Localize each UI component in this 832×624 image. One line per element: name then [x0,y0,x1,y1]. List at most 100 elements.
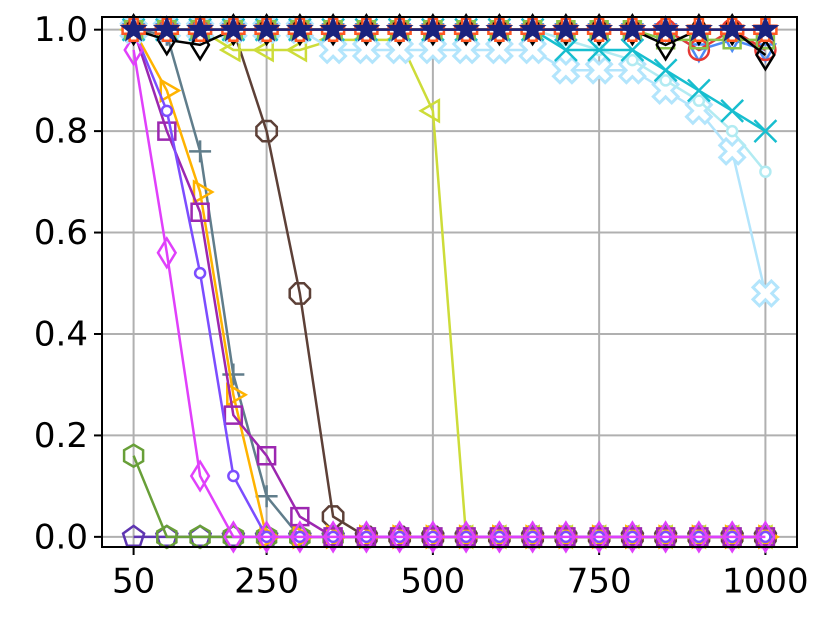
marker [489,520,510,554]
y-tick-label: 0.8 [34,112,88,152]
marker [190,202,210,222]
marker [156,236,178,270]
marker [485,15,514,42]
x-tick-label: 250 [234,562,299,602]
marker [356,520,377,554]
line [132,29,766,539]
marker [551,55,581,85]
marker [255,485,278,508]
marker [759,165,772,178]
marker [720,98,745,123]
series [119,15,780,308]
marker [725,124,739,138]
marker [152,15,181,42]
x-tick-label: 500 [400,562,465,602]
marker [256,445,277,466]
marker [455,520,477,554]
marker [251,37,274,63]
marker [122,443,145,469]
marker [692,94,706,107]
marker [160,104,174,118]
marker [385,15,414,42]
marker [192,179,215,205]
line [132,29,766,539]
line [132,29,766,539]
marker [687,78,711,103]
marker [189,140,212,163]
marker [684,14,713,42]
y-tick-label: 0.2 [34,416,88,456]
marker [418,15,447,42]
marker [753,119,778,143]
marker [189,459,211,493]
marker [755,38,776,72]
marker [422,520,444,554]
line [133,28,767,294]
marker [226,382,249,408]
marker [653,58,678,83]
line [133,28,766,539]
marker [123,33,144,67]
line [133,28,766,539]
series [123,33,776,554]
marker [585,15,614,42]
line [132,49,766,539]
line [132,455,766,539]
marker [618,15,647,42]
marker [288,281,312,305]
marker [418,98,441,124]
marker [389,520,410,554]
marker [322,520,344,554]
marker [218,37,241,63]
x-tick-label: 50 [112,562,155,602]
marker [688,520,710,554]
marker [285,37,308,63]
marker [622,520,643,554]
marker [651,15,680,42]
marker [352,15,381,42]
marker [584,55,614,85]
marker [452,15,481,42]
marker [751,15,780,42]
marker [223,405,244,425]
marker [588,520,610,554]
marker [717,136,747,166]
marker [289,520,311,554]
marker [750,278,780,308]
marker [721,520,743,554]
marker [554,38,578,62]
marker [219,15,248,42]
marker [157,121,177,141]
plot-frame [101,16,798,548]
marker [223,520,244,554]
marker [319,15,348,42]
marker [227,469,240,483]
marker [256,520,277,554]
series [119,14,780,42]
marker [655,520,676,554]
marker [159,77,182,104]
y-tick-label: 0.4 [34,314,88,354]
marker [189,28,211,62]
y-tick-label: 0.6 [34,213,88,253]
marker [121,524,146,548]
marker [255,119,279,143]
x-tick-label: 1000 [722,562,809,602]
marker [655,28,676,62]
marker [718,15,747,42]
marker [285,15,314,42]
marker [252,15,281,42]
marker [518,15,547,42]
marker [620,38,645,62]
marker [193,266,207,280]
marker [522,520,543,554]
marker [659,74,672,87]
line [133,28,766,539]
series [122,443,777,550]
y-tick-label: 1.0 [34,10,88,50]
marker [551,15,580,42]
y-tick-label: 0.0 [34,517,88,557]
x-tick-label: 750 [567,562,632,602]
